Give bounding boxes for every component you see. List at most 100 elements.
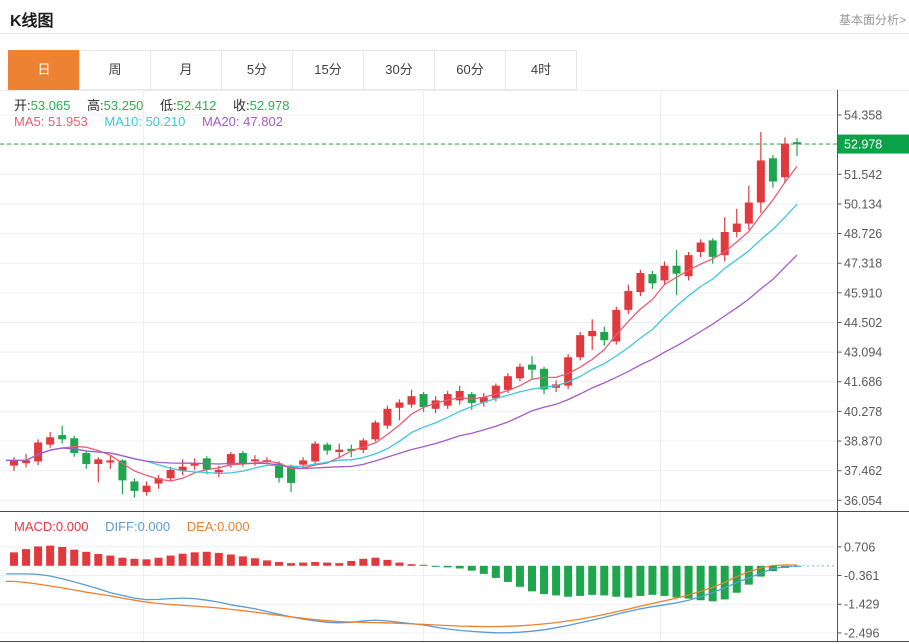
candle-body xyxy=(720,231,729,256)
tab-60min[interactable]: 60分 xyxy=(434,50,506,90)
macd-bar xyxy=(467,565,476,571)
candle-body xyxy=(696,242,705,252)
macd-bar xyxy=(130,558,139,566)
macd-bar xyxy=(407,564,416,566)
candle-body xyxy=(178,466,187,471)
candle-body xyxy=(22,460,31,464)
candle-body xyxy=(419,394,428,408)
title-divider xyxy=(0,33,909,34)
candle-body xyxy=(600,331,609,341)
candle-body xyxy=(527,364,536,370)
candle-body xyxy=(503,376,512,390)
dea-value: DEA:0.000 xyxy=(186,519,250,534)
candle-body xyxy=(214,469,223,473)
tab-15min[interactable]: 15分 xyxy=(292,50,364,90)
candle-body xyxy=(154,478,163,484)
candle-body xyxy=(756,160,765,203)
candle-body xyxy=(70,438,79,454)
candle-body xyxy=(491,385,500,399)
macd-tick-label: -0.361 xyxy=(844,569,879,583)
candle-body xyxy=(744,202,753,224)
candle-body xyxy=(612,309,621,342)
price-tick-label: 54.358 xyxy=(844,109,882,123)
ohlc-close: 收:52.978 xyxy=(233,98,290,113)
macd-bar xyxy=(371,557,380,566)
macd-bar xyxy=(624,565,633,598)
tab-month[interactable]: 月 xyxy=(150,50,222,90)
candle-body xyxy=(431,400,440,409)
macd-bar xyxy=(636,565,645,596)
macd-bar xyxy=(696,565,705,601)
candle-body xyxy=(275,463,284,478)
macd-bar xyxy=(503,565,512,582)
macd-bar xyxy=(600,565,609,596)
price-tick-label: 43.094 xyxy=(844,346,882,360)
macd-bar xyxy=(443,565,452,568)
candle-body xyxy=(130,481,139,491)
macd-bar xyxy=(262,560,271,566)
macd-bar xyxy=(190,552,199,566)
macd-bar xyxy=(455,565,464,569)
price-tick-label: 40.278 xyxy=(844,405,882,419)
ohlc-open: 开:53.065 xyxy=(14,98,71,113)
macd-bar xyxy=(311,562,320,566)
macd-bar xyxy=(479,565,488,574)
macd-bar xyxy=(226,554,235,566)
price-tick-label: 48.726 xyxy=(844,227,882,241)
macd-tick-label: -1.429 xyxy=(844,598,879,612)
macd-axis-labels: 0.706 -0.361 -1.429 -2.496 xyxy=(837,540,879,640)
macd-bar xyxy=(527,565,536,592)
macd-bar xyxy=(660,565,669,596)
macd-bar xyxy=(708,565,717,602)
candle-body xyxy=(335,449,344,452)
tab-week[interactable]: 周 xyxy=(79,50,151,90)
fundamental-analysis-link[interactable]: 基本面分析> xyxy=(838,13,906,27)
candle-body xyxy=(564,357,573,386)
macd-bar xyxy=(178,553,187,566)
candle-body xyxy=(660,265,669,281)
candle-body xyxy=(455,390,464,401)
ma20-line xyxy=(6,254,798,470)
macd-bar xyxy=(335,563,344,566)
macd-bar xyxy=(238,556,247,566)
ma-legend: MA5: 51.953 MA10: 50.210 MA20: 47.802 xyxy=(14,114,296,129)
macd-bar xyxy=(612,565,621,597)
candle-body xyxy=(636,273,645,292)
price-axis-labels: 54.358 51.542 50.134 48.726 47.318 45.910 44.5… xyxy=(837,109,882,508)
candle-body xyxy=(395,402,404,408)
candle-body xyxy=(479,397,488,403)
macd-bar xyxy=(540,565,549,595)
tab-4hour[interactable]: 4时 xyxy=(505,50,577,90)
macd-bar xyxy=(588,565,597,595)
macd-bar xyxy=(94,553,103,566)
macd-bar xyxy=(419,564,428,566)
macd-bar xyxy=(347,560,356,566)
candle-body xyxy=(708,240,717,257)
macd-bar xyxy=(142,559,151,566)
macd-value: MACD:0.000 xyxy=(14,519,89,534)
macd-bar xyxy=(202,551,211,566)
candle-body xyxy=(780,143,789,178)
diff-line xyxy=(6,565,798,634)
candle-body xyxy=(371,422,380,440)
candle-body xyxy=(407,396,416,405)
tab-5min[interactable]: 5分 xyxy=(221,50,293,90)
macd-bar xyxy=(70,549,79,566)
candle-body xyxy=(190,463,199,466)
macd-bar xyxy=(732,565,741,593)
candle-body xyxy=(287,465,296,483)
ohlc-low: 低:52.412 xyxy=(160,98,217,113)
macd-bar xyxy=(34,546,43,566)
tab-30min[interactable]: 30分 xyxy=(363,50,435,90)
macd-bar xyxy=(166,555,175,566)
macd-bar xyxy=(214,552,223,566)
macd-bar xyxy=(564,565,573,597)
ma10-line xyxy=(6,203,798,475)
candles xyxy=(10,132,801,498)
tab-day[interactable]: 日 xyxy=(8,50,80,90)
macd-tick-label: -2.496 xyxy=(844,626,879,640)
price-tick-label: 41.686 xyxy=(844,375,882,389)
candle-body xyxy=(311,443,320,462)
candle-body xyxy=(347,448,356,451)
